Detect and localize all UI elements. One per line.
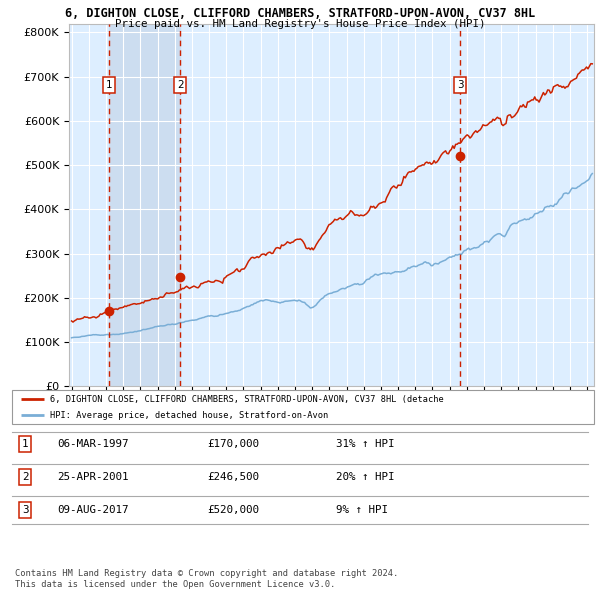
Bar — [109, 24, 180, 386]
Text: 2: 2 — [177, 80, 184, 90]
Text: 1: 1 — [106, 80, 112, 90]
Text: Contains HM Land Registry data © Crown copyright and database right 2024.
This d: Contains HM Land Registry data © Crown c… — [15, 569, 398, 589]
Text: 6, DIGHTON CLOSE, CLIFFORD CHAMBERS, STRATFORD-UPON-AVON, CV37 8HL (detache: 6, DIGHTON CLOSE, CLIFFORD CHAMBERS, STR… — [50, 395, 443, 404]
Text: 3: 3 — [22, 505, 28, 514]
Text: 06-MAR-1997: 06-MAR-1997 — [57, 439, 128, 448]
Text: £520,000: £520,000 — [207, 505, 259, 514]
Text: £170,000: £170,000 — [207, 439, 259, 448]
FancyBboxPatch shape — [12, 390, 594, 424]
Text: £246,500: £246,500 — [207, 472, 259, 481]
Text: Price paid vs. HM Land Registry's House Price Index (HPI): Price paid vs. HM Land Registry's House … — [115, 19, 485, 29]
Text: 09-AUG-2017: 09-AUG-2017 — [57, 505, 128, 514]
Text: 1: 1 — [22, 439, 28, 448]
Text: 25-APR-2001: 25-APR-2001 — [57, 472, 128, 481]
Text: 20% ↑ HPI: 20% ↑ HPI — [336, 472, 395, 481]
Text: HPI: Average price, detached house, Stratford-on-Avon: HPI: Average price, detached house, Stra… — [50, 411, 328, 419]
Text: 31% ↑ HPI: 31% ↑ HPI — [336, 439, 395, 448]
Text: 9% ↑ HPI: 9% ↑ HPI — [336, 505, 388, 514]
Text: 6, DIGHTON CLOSE, CLIFFORD CHAMBERS, STRATFORD-UPON-AVON, CV37 8HL: 6, DIGHTON CLOSE, CLIFFORD CHAMBERS, STR… — [65, 7, 535, 20]
Text: 3: 3 — [457, 80, 463, 90]
Text: 2: 2 — [22, 472, 28, 481]
